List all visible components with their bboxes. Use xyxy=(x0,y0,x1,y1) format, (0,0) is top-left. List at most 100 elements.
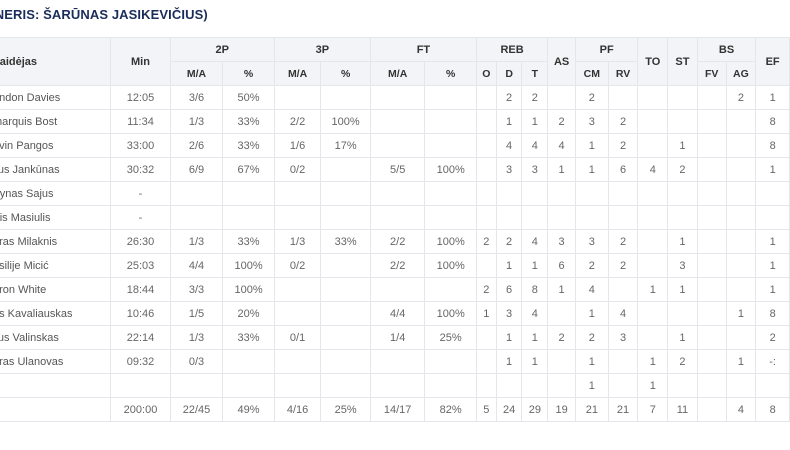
cell-reb-t: 1 xyxy=(521,325,549,350)
player-name[interactable]: asilije Micić xyxy=(0,253,112,278)
cell-min: 10:46 xyxy=(110,301,171,326)
cell-reb-d: 6 xyxy=(495,277,523,302)
cell-bs-ag xyxy=(725,229,757,254)
cell-bs-ag xyxy=(725,157,757,182)
cell-ft-pct: 100% xyxy=(424,253,477,278)
cell-st xyxy=(667,85,698,110)
cell-bs-ag xyxy=(725,133,757,158)
cell-st xyxy=(667,301,698,326)
cell-2p-ma: 2/6 xyxy=(169,133,224,158)
cell-st: 3 xyxy=(667,253,698,278)
header-ef[interactable]: EF xyxy=(755,37,790,86)
cell-to xyxy=(637,85,669,110)
cell-ft-pct: 100% xyxy=(424,157,477,182)
cell-as: 2 xyxy=(547,325,576,350)
cell-2p-pct xyxy=(222,373,275,398)
cell-pf-cm xyxy=(575,181,609,206)
cell-reb-t: 29 xyxy=(521,397,549,422)
cell-min: 11:34 xyxy=(110,109,171,134)
header-min[interactable]: Min xyxy=(110,37,171,86)
cell-pf-rv: 6 xyxy=(607,157,639,182)
box-score-table: Žaidėjas Min 2P 3P FT REB AS PF TO ST BS… xyxy=(0,37,790,422)
cell-min: 30:32 xyxy=(110,157,171,182)
header-player[interactable]: Žaidėjas xyxy=(0,37,112,86)
cell-reb-o: 5 xyxy=(475,397,497,422)
cell-3p-ma xyxy=(273,373,322,398)
header-2p[interactable]: 2P xyxy=(169,37,275,62)
player-name[interactable]: aron White xyxy=(0,277,112,302)
cell-pf-cm: 3 xyxy=(575,109,609,134)
cell-ft-ma xyxy=(369,349,426,374)
cell-reb-o: 1 xyxy=(475,301,497,326)
player-name[interactable] xyxy=(0,373,112,398)
cell-3p-pct: 33% xyxy=(320,229,371,254)
table-row: lius Valinskas22:141/333%0/11/425%112231… xyxy=(0,325,790,350)
table-row: rtis Masiulis- xyxy=(0,205,790,230)
cell-bs-ag xyxy=(725,109,757,134)
cell-min: 26:30 xyxy=(110,229,171,254)
player-name[interactable]: lius Jankūnas xyxy=(0,157,112,182)
subheader-ft-ma: M/A xyxy=(369,61,426,86)
player-name[interactable]: ūras Milaknis xyxy=(0,229,112,254)
cell-min: - xyxy=(110,205,171,230)
cell-min xyxy=(110,373,171,398)
cell-pf-cm: 2 xyxy=(575,325,609,350)
cell-ft-ma xyxy=(369,373,426,398)
cell-pf-rv: 4 xyxy=(607,301,639,326)
header-st[interactable]: ST xyxy=(667,37,698,86)
cell-bs-fv xyxy=(696,109,727,134)
header-3p[interactable]: 3P xyxy=(273,37,371,62)
cell-reb-t: 4 xyxy=(521,229,549,254)
subheader-3p-ma: M/A xyxy=(273,61,322,86)
cell-reb-t: 4 xyxy=(521,133,549,158)
player-name[interactable]: rtynas Sajus xyxy=(0,181,112,206)
player-name[interactable]: marquis Bost xyxy=(0,109,112,134)
player-name[interactable] xyxy=(0,397,112,422)
cell-pf-cm: 1 xyxy=(575,373,609,398)
header-ft[interactable]: FT xyxy=(369,37,477,62)
cell-reb-o xyxy=(475,205,497,230)
player-name[interactable]: rtis Masiulis xyxy=(0,205,112,230)
cell-bs-ag xyxy=(725,373,757,398)
player-name[interactable]: as Kavaliauskas xyxy=(0,301,112,326)
cell-2p-ma: 22/45 xyxy=(169,397,224,422)
player-name[interactable]: lius Valinskas xyxy=(0,325,112,350)
cell-bs-fv xyxy=(696,157,727,182)
cell-reb-o xyxy=(475,133,497,158)
cell-bs-ag: 1 xyxy=(725,349,757,374)
cell-to xyxy=(637,109,669,134)
cell-bs-ag: 2 xyxy=(725,85,757,110)
cell-reb-d: 1 xyxy=(495,109,523,134)
cell-pf-cm xyxy=(575,205,609,230)
header-pf[interactable]: PF xyxy=(574,37,639,62)
cell-reb-d: 3 xyxy=(495,157,523,182)
player-name[interactable]: evin Pangos xyxy=(0,133,112,158)
cell-as: 2 xyxy=(547,109,576,134)
cell-to xyxy=(637,229,669,254)
cell-pf-rv: 2 xyxy=(607,109,639,134)
cell-as: 6 xyxy=(547,253,576,278)
header-reb[interactable]: REB xyxy=(475,37,549,62)
cell-2p-ma: 6/9 xyxy=(169,157,224,182)
cell-ef: 8 xyxy=(755,397,790,422)
cell-2p-pct: 100% xyxy=(222,253,275,278)
header-to[interactable]: TO xyxy=(637,37,669,86)
player-name[interactable]: andon Davies xyxy=(0,85,112,110)
cell-st xyxy=(667,373,698,398)
cell-min: 200:00 xyxy=(110,397,171,422)
cell-reb-d: 1 xyxy=(495,349,523,374)
cell-3p-ma: 1/3 xyxy=(273,229,322,254)
player-name[interactable]: aras Ulanovas xyxy=(0,349,112,374)
table-row: lius Jankūnas30:326/967%0/25/5100%331164… xyxy=(0,157,790,182)
cell-bs-fv xyxy=(696,205,727,230)
cell-min: 09:32 xyxy=(110,349,171,374)
cell-3p-pct: 100% xyxy=(320,109,371,134)
cell-ft-ma: 2/2 xyxy=(369,229,426,254)
cell-2p-ma: 3/6 xyxy=(169,85,224,110)
header-as[interactable]: AS xyxy=(547,37,576,86)
header-bs[interactable]: BS xyxy=(696,37,757,62)
cell-as: 19 xyxy=(547,397,576,422)
cell-ft-pct xyxy=(424,205,477,230)
cell-reb-d: 2 xyxy=(495,85,523,110)
